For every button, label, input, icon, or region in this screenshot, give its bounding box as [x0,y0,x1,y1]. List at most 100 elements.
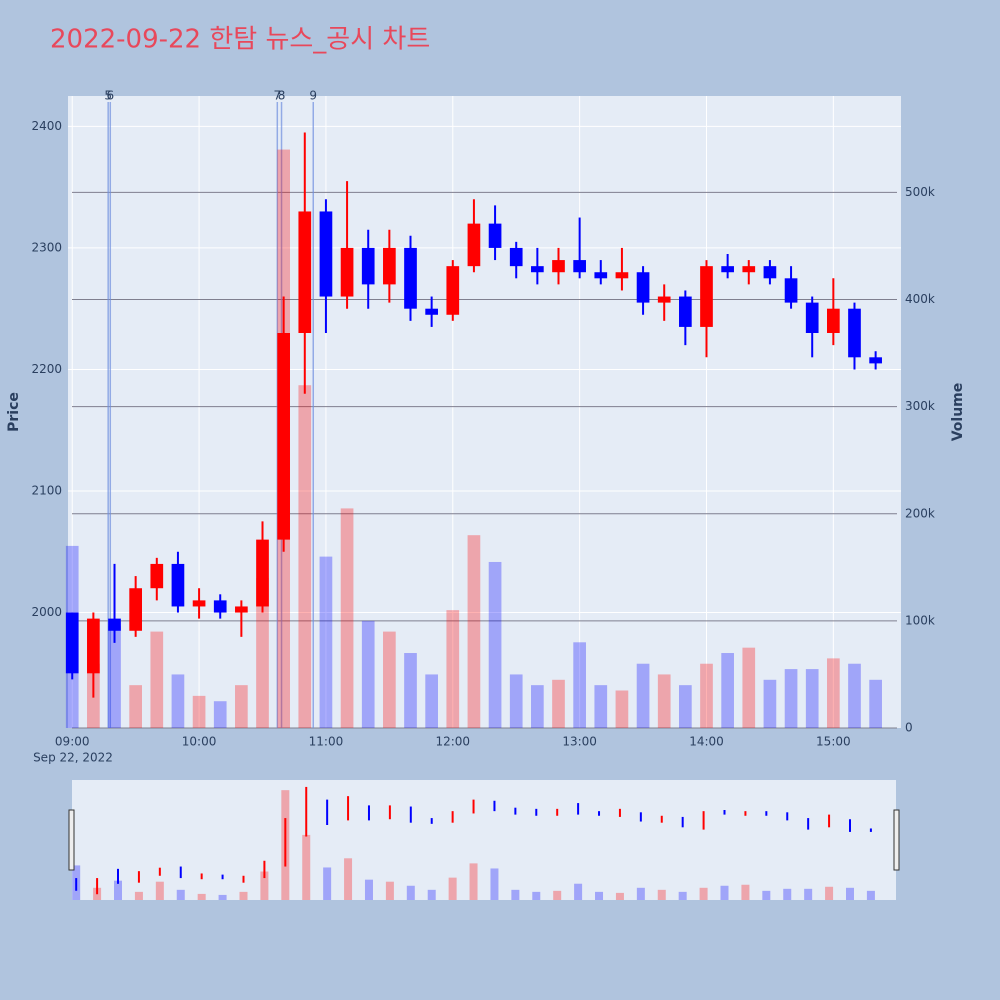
candle-body [784,278,798,303]
news-marker-label: 7 [273,89,281,103]
slider-volume-bar [532,891,541,900]
candle-body [425,308,438,315]
candle-body [721,266,734,273]
slider-volume-bar [260,871,269,900]
volume-bar [679,685,692,728]
range-slider[interactable] [72,780,896,900]
slider-volume-bar [114,880,123,900]
chart-title: 2022-09-22 한탐 뉴스_공시 차트 [50,25,430,55]
candle-body [404,247,417,309]
slider-volume-bar [783,888,792,900]
candle-body [657,296,671,303]
slider-volume-bar [699,887,708,900]
slider-volume-bar [845,887,854,900]
x-date-label: Sep 22, 2022 [33,751,113,765]
volume-bar [869,679,882,728]
slider-volume-bar [155,881,164,900]
candle-body [108,618,121,631]
candle-body [65,612,79,674]
volume-bar [361,620,375,728]
volume-bar [488,561,502,728]
slider-volume-bar [636,887,645,900]
x-tick-label: 15:00 [816,735,851,749]
volume-bar [848,663,861,728]
candle-body [446,266,460,315]
news-marker-label: 9 [309,89,317,103]
slider-volume-bar [804,888,813,900]
y2-tick-label: 400k [905,292,935,306]
volume-bar [742,647,756,728]
candle-body [298,211,312,333]
slider-volume-bar [364,879,373,900]
slider-volume-bar [197,893,206,900]
slider-handle-right[interactable] [893,809,900,871]
y2-tick-label: 200k [905,506,935,520]
y2-tick-label: 0 [905,721,913,735]
slider-volume-bar [825,886,834,900]
candle-body [615,272,629,279]
x-tick-label: 12:00 [435,735,470,749]
volume-bar [425,674,438,728]
candle-body [467,223,481,267]
y2-tick-label: 100k [905,613,935,627]
candle-body [827,308,840,333]
candle-body [763,266,777,279]
candle-body [319,211,333,297]
candle-body [277,333,290,540]
slider-volume-bar [574,883,583,900]
slider-handle-left[interactable] [68,809,75,871]
candle-body [87,618,100,674]
candle-body [848,308,861,358]
volume-bar [192,695,206,728]
slider-volume-bar [720,885,729,900]
candle-body [552,260,565,273]
y-axis-title: Price [6,392,22,432]
slider-volume-bar [344,858,353,900]
slider-volume-bar [448,877,457,900]
volume-bar [763,679,777,728]
volume-bar [108,626,121,728]
slider-volume-bar [134,891,143,900]
x-tick-label: 09:00 [55,735,90,749]
x-tick-label: 14:00 [689,735,724,749]
candle-body [679,296,692,327]
x-tick-label: 13:00 [562,735,597,749]
news-marker-label: 6 [106,89,114,103]
volume-bar [700,663,713,728]
candle-body [340,247,354,297]
slider-volume-bar [406,885,415,900]
volume-bar [298,385,312,728]
x-tick-label: 11:00 [309,735,344,749]
candle-body [213,600,227,613]
volume-bar [235,685,248,728]
volume-bar [404,653,417,728]
candle-body [594,272,608,279]
slider-volume-bar [469,863,478,900]
slider-volume-bar [511,889,520,900]
candle-body [192,600,206,607]
candle-body [235,606,248,613]
slider-volume-bar [385,881,394,900]
volume-bar [383,631,396,728]
slider-volume-bar [218,894,227,900]
volume-bar [446,610,460,728]
y-tick-label: 2100 [31,484,62,498]
candle-body [171,563,185,607]
slider-volume-bar [866,890,875,900]
volume-bar [636,663,650,728]
slider-volume-bar [657,889,666,900]
volume-bar [467,535,481,728]
volume-bar [657,674,671,728]
slider-volume-bar [239,891,248,900]
slider-volume-bar [490,868,499,900]
news-marker-label: 8 [278,89,286,103]
y-tick-label: 2000 [31,605,62,619]
candle-body [129,588,142,631]
y2-tick-label: 500k [905,185,935,199]
volume-bar [615,690,629,728]
slider-volume-bar [595,891,604,900]
volume-bar [129,685,142,728]
volume-bar [213,701,227,728]
volume-bar [552,679,565,728]
